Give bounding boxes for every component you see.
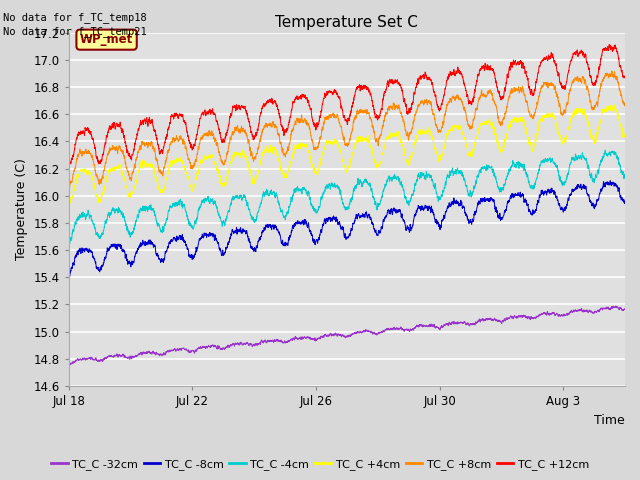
- Y-axis label: Temperature (C): Temperature (C): [15, 158, 28, 260]
- Legend: TC_C -32cm, TC_C -8cm, TC_C -4cm, TC_C +4cm, TC_C +8cm, TC_C +12cm: TC_C -32cm, TC_C -8cm, TC_C -4cm, TC_C +…: [47, 455, 593, 474]
- Text: No data for f_TC_temp18: No data for f_TC_temp18: [3, 12, 147, 23]
- Title: Temperature Set C: Temperature Set C: [275, 15, 419, 30]
- X-axis label: Time: Time: [595, 414, 625, 427]
- Text: No data for f_TC_temp21: No data for f_TC_temp21: [3, 26, 147, 37]
- Text: WP_met: WP_met: [80, 33, 133, 46]
